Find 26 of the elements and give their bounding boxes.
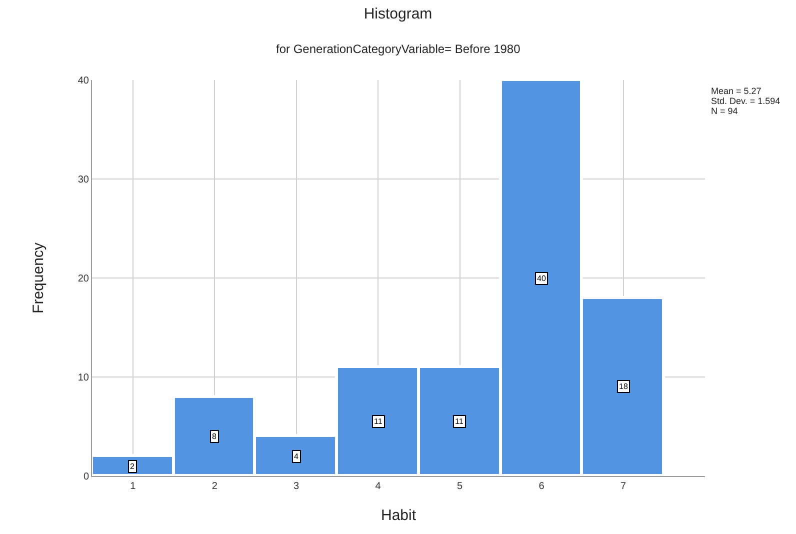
x-tick-label: 1 — [130, 481, 136, 492]
data-label: 40 — [537, 274, 546, 283]
text: N = 94 — [711, 106, 738, 116]
chart-title: Histogram — [364, 6, 432, 23]
data-label: 8 — [212, 432, 217, 441]
text: Mean = 5.27 — [711, 86, 762, 96]
y-axis-title: Frequency — [30, 242, 48, 314]
chart-subtitle: for GenerationCategoryVariable= Before 1980 — [276, 42, 521, 56]
y-tick-label: 0 — [83, 472, 90, 482]
data-label: 11 — [455, 417, 464, 426]
data-label: 2 — [130, 462, 135, 471]
y-tick-label: 10 — [78, 372, 90, 384]
data-label: 11 — [374, 417, 383, 426]
x-tick-label: 5 — [457, 481, 464, 492]
x-tick-label: 7 — [620, 481, 626, 492]
x-tick-label: 6 — [538, 481, 545, 492]
x-tick-label: 3 — [294, 481, 300, 492]
x-tick-label: 4 — [375, 481, 382, 492]
data-label: 18 — [619, 382, 628, 391]
y-tick-label: 30 — [78, 174, 90, 186]
text: Std. Dev. = 1.594 — [711, 96, 780, 106]
data-label: 4 — [294, 452, 299, 461]
y-tick-label: 40 — [78, 76, 90, 86]
x-tick-label: 2 — [212, 481, 218, 492]
x-axis-title: Habit — [380, 507, 417, 524]
y-tick-label: 20 — [78, 274, 90, 284]
